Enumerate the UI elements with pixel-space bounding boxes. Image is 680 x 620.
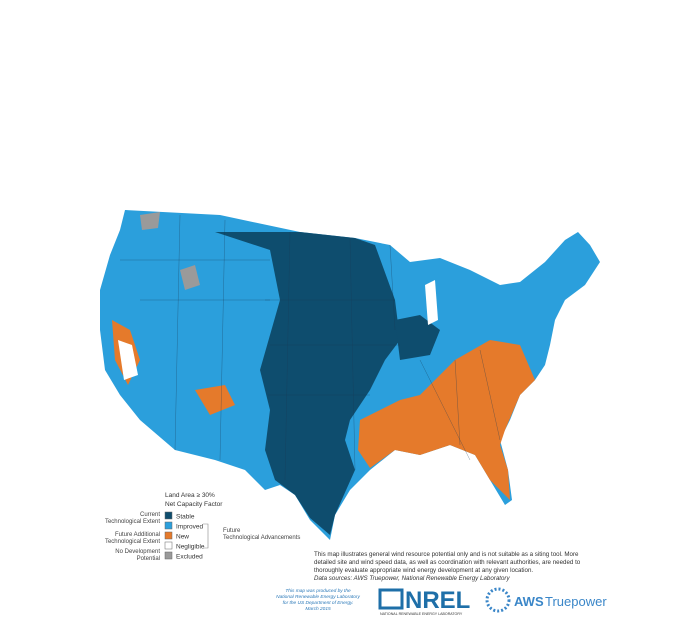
note-line: thoroughly evaluate appropriate wind ene… — [314, 567, 533, 574]
legend-label: Excluded — [176, 554, 203, 561]
annotations: This map illustrates general wind resour… — [276, 551, 607, 616]
aws-logo: AWS — [514, 594, 544, 609]
credit-line: for the US Department of Energy. — [283, 600, 354, 606]
legend-swatch — [164, 511, 173, 520]
region-new-west2 — [195, 385, 235, 415]
legend-title: Land Area ≥ 30% — [165, 492, 215, 499]
legend-label: Improved — [176, 524, 203, 531]
logo-mark — [485, 587, 511, 613]
region-stable — [215, 232, 400, 535]
logo-mark — [378, 588, 404, 610]
region-excluded2 — [140, 212, 160, 230]
credit-line: National Renewable Energy Laboratory — [276, 594, 360, 600]
legend-group-label: Future Additional — [115, 532, 160, 538]
region-negligible — [118, 340, 138, 380]
region-stable-lakes — [395, 315, 440, 360]
legend-swatch — [164, 521, 173, 530]
note-line: This map illustrates general wind resour… — [314, 551, 579, 558]
aws-logo-mark — [485, 587, 511, 613]
region-negligible2 — [425, 280, 438, 325]
legend-swatch — [164, 541, 173, 550]
nrel-logo-mark — [378, 588, 404, 610]
region-new-southeast — [358, 340, 535, 500]
credit-line: March 2015 — [305, 606, 331, 612]
legend-group-label: Potential — [137, 556, 160, 562]
nrel-logo: NREL — [405, 587, 470, 614]
legend-group-label: Technological Extent — [105, 539, 160, 545]
legend-group-label: No Development — [115, 549, 160, 555]
legend-group-label: Current — [140, 512, 160, 518]
legend-title: Net Capacity Factor — [165, 501, 223, 508]
legend: Land Area ≥ 30% Net Capacity Factor Stable… — [105, 492, 300, 562]
legend-future-label: Future — [223, 528, 241, 534]
legend-label: New — [176, 534, 189, 541]
nrel-subtitle: NATIONAL RENEWABLE ENERGY LABORATORY — [380, 612, 463, 616]
legend-future-label: Technological Advancements — [223, 535, 300, 541]
us-map — [100, 210, 600, 540]
credit-line: This map was produced by the — [285, 588, 351, 594]
legend-swatch — [164, 551, 173, 560]
legend-label: Negligible — [176, 544, 205, 551]
note-line: detailed site and wind speed data, as we… — [314, 559, 581, 566]
aws-logo-2: Truepower — [545, 594, 607, 609]
state-borders — [120, 214, 501, 481]
legend-label: Stable — [176, 514, 195, 521]
legend-group-label: Technological Extent — [105, 519, 160, 525]
region-excluded — [180, 265, 200, 290]
bracket — [203, 523, 209, 549]
legend-swatch — [164, 531, 173, 540]
data-sources: Data sources: AWS Truepower, National Re… — [314, 575, 510, 582]
